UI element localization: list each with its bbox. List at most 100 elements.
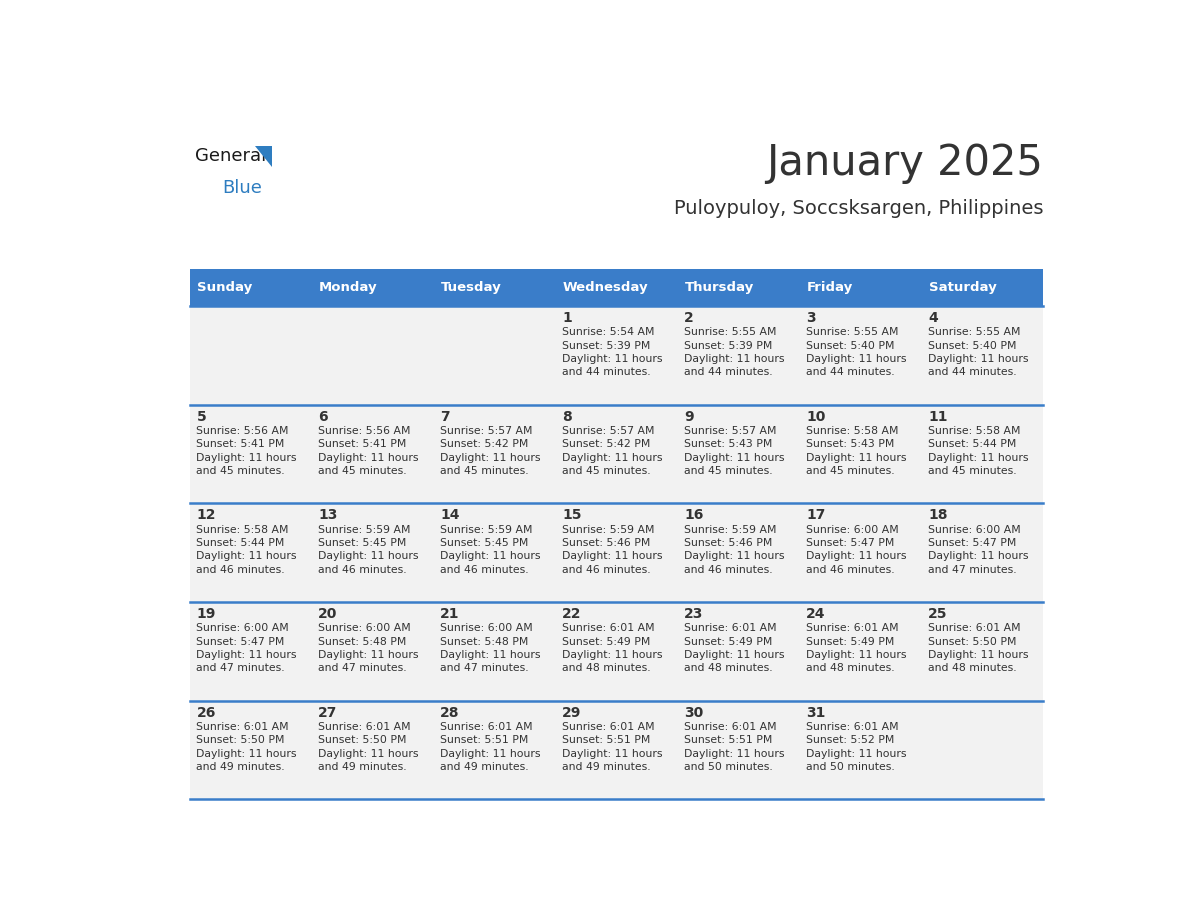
- Bar: [190, 269, 312, 306]
- Text: Sunrise: 6:01 AM: Sunrise: 6:01 AM: [805, 623, 898, 633]
- Text: 27: 27: [318, 706, 337, 720]
- Text: Sunrise: 5:59 AM: Sunrise: 5:59 AM: [441, 524, 532, 534]
- Text: 20: 20: [318, 607, 337, 621]
- Text: and 46 minutes.: and 46 minutes.: [684, 565, 772, 575]
- Bar: [190, 405, 312, 503]
- Text: and 48 minutes.: and 48 minutes.: [562, 664, 651, 674]
- Text: Sunrise: 6:01 AM: Sunrise: 6:01 AM: [441, 722, 533, 732]
- Text: Daylight: 11 hours: Daylight: 11 hours: [684, 650, 784, 660]
- Text: Sunset: 5:42 PM: Sunset: 5:42 PM: [441, 440, 529, 449]
- Text: 21: 21: [441, 607, 460, 621]
- Text: Sunrise: 6:01 AM: Sunrise: 6:01 AM: [928, 623, 1020, 633]
- Text: Sunset: 5:50 PM: Sunset: 5:50 PM: [928, 636, 1017, 646]
- Text: Daylight: 11 hours: Daylight: 11 hours: [441, 453, 541, 463]
- Text: Sunrise: 5:56 AM: Sunrise: 5:56 AM: [196, 426, 289, 436]
- Text: and 49 minutes.: and 49 minutes.: [318, 762, 407, 772]
- Text: Sunset: 5:44 PM: Sunset: 5:44 PM: [928, 440, 1016, 449]
- Bar: [677, 405, 800, 503]
- Bar: [677, 503, 800, 602]
- Bar: [312, 269, 434, 306]
- Text: Daylight: 11 hours: Daylight: 11 hours: [928, 453, 1029, 463]
- Text: Daylight: 11 hours: Daylight: 11 hours: [562, 749, 663, 759]
- Polygon shape: [255, 146, 272, 166]
- Bar: [190, 700, 312, 800]
- Text: 7: 7: [441, 409, 450, 423]
- Bar: [434, 405, 556, 503]
- Bar: [677, 269, 800, 306]
- Text: and 46 minutes.: and 46 minutes.: [318, 565, 407, 575]
- Text: and 44 minutes.: and 44 minutes.: [928, 367, 1017, 377]
- Text: Daylight: 11 hours: Daylight: 11 hours: [928, 354, 1029, 364]
- Text: Daylight: 11 hours: Daylight: 11 hours: [805, 354, 906, 364]
- Text: Sunrise: 5:59 AM: Sunrise: 5:59 AM: [684, 524, 777, 534]
- Text: Daylight: 11 hours: Daylight: 11 hours: [684, 552, 784, 562]
- Bar: [556, 503, 677, 602]
- Text: Daylight: 11 hours: Daylight: 11 hours: [684, 354, 784, 364]
- Text: and 48 minutes.: and 48 minutes.: [684, 664, 772, 674]
- Bar: [312, 602, 434, 700]
- Bar: [434, 602, 556, 700]
- Text: Daylight: 11 hours: Daylight: 11 hours: [196, 453, 297, 463]
- Text: Daylight: 11 hours: Daylight: 11 hours: [928, 650, 1029, 660]
- Bar: [556, 269, 677, 306]
- Bar: [434, 700, 556, 800]
- Text: Puloypuloy, Soccsksargen, Philippines: Puloypuloy, Soccsksargen, Philippines: [674, 198, 1043, 218]
- Text: Blue: Blue: [222, 179, 263, 197]
- Bar: [190, 602, 312, 700]
- Bar: [312, 700, 434, 800]
- Bar: [312, 405, 434, 503]
- Text: Sunrise: 5:55 AM: Sunrise: 5:55 AM: [805, 327, 898, 337]
- Text: Daylight: 11 hours: Daylight: 11 hours: [562, 453, 663, 463]
- Text: and 49 minutes.: and 49 minutes.: [562, 762, 651, 772]
- Text: Daylight: 11 hours: Daylight: 11 hours: [684, 453, 784, 463]
- Text: and 47 minutes.: and 47 minutes.: [318, 664, 407, 674]
- Text: 13: 13: [318, 509, 337, 522]
- Text: Sunrise: 5:58 AM: Sunrise: 5:58 AM: [928, 426, 1020, 436]
- Text: and 50 minutes.: and 50 minutes.: [684, 762, 773, 772]
- Text: January 2025: January 2025: [766, 142, 1043, 184]
- Text: Wednesday: Wednesday: [563, 281, 649, 294]
- Text: and 44 minutes.: and 44 minutes.: [805, 367, 895, 377]
- Text: Sunrise: 6:01 AM: Sunrise: 6:01 AM: [805, 722, 898, 732]
- Bar: [556, 602, 677, 700]
- Text: and 47 minutes.: and 47 minutes.: [196, 664, 285, 674]
- Text: Sunset: 5:49 PM: Sunset: 5:49 PM: [805, 636, 895, 646]
- Text: Daylight: 11 hours: Daylight: 11 hours: [441, 552, 541, 562]
- Text: Daylight: 11 hours: Daylight: 11 hours: [318, 552, 419, 562]
- Text: General: General: [195, 147, 266, 165]
- Text: and 46 minutes.: and 46 minutes.: [196, 565, 285, 575]
- Text: 6: 6: [318, 409, 328, 423]
- Text: Daylight: 11 hours: Daylight: 11 hours: [318, 749, 419, 759]
- Text: Daylight: 11 hours: Daylight: 11 hours: [805, 552, 906, 562]
- Text: Sunset: 5:47 PM: Sunset: 5:47 PM: [928, 538, 1016, 548]
- Text: Sunset: 5:49 PM: Sunset: 5:49 PM: [684, 636, 772, 646]
- Text: Sunrise: 6:00 AM: Sunrise: 6:00 AM: [928, 524, 1020, 534]
- Text: and 50 minutes.: and 50 minutes.: [805, 762, 895, 772]
- Text: 22: 22: [562, 607, 582, 621]
- Text: Sunset: 5:40 PM: Sunset: 5:40 PM: [928, 341, 1017, 351]
- Text: Sunrise: 6:01 AM: Sunrise: 6:01 AM: [196, 722, 289, 732]
- Bar: [922, 405, 1043, 503]
- Text: 10: 10: [805, 409, 826, 423]
- Text: Sunrise: 6:01 AM: Sunrise: 6:01 AM: [562, 623, 655, 633]
- Text: and 49 minutes.: and 49 minutes.: [441, 762, 529, 772]
- Text: Sunset: 5:44 PM: Sunset: 5:44 PM: [196, 538, 285, 548]
- Text: Sunrise: 5:58 AM: Sunrise: 5:58 AM: [196, 524, 289, 534]
- Text: 28: 28: [441, 706, 460, 720]
- Text: Sunrise: 6:00 AM: Sunrise: 6:00 AM: [196, 623, 289, 633]
- Text: Sunset: 5:45 PM: Sunset: 5:45 PM: [441, 538, 529, 548]
- Text: 26: 26: [196, 706, 216, 720]
- Text: Daylight: 11 hours: Daylight: 11 hours: [805, 749, 906, 759]
- Bar: [434, 306, 556, 405]
- Bar: [922, 503, 1043, 602]
- Text: Sunrise: 6:01 AM: Sunrise: 6:01 AM: [318, 722, 411, 732]
- Text: 12: 12: [196, 509, 216, 522]
- Text: Sunset: 5:39 PM: Sunset: 5:39 PM: [562, 341, 651, 351]
- Text: and 44 minutes.: and 44 minutes.: [684, 367, 772, 377]
- Text: Sunset: 5:43 PM: Sunset: 5:43 PM: [684, 440, 772, 449]
- Text: Daylight: 11 hours: Daylight: 11 hours: [196, 552, 297, 562]
- Text: Sunset: 5:46 PM: Sunset: 5:46 PM: [684, 538, 772, 548]
- Text: Sunset: 5:40 PM: Sunset: 5:40 PM: [805, 341, 895, 351]
- Bar: [677, 700, 800, 800]
- Bar: [677, 602, 800, 700]
